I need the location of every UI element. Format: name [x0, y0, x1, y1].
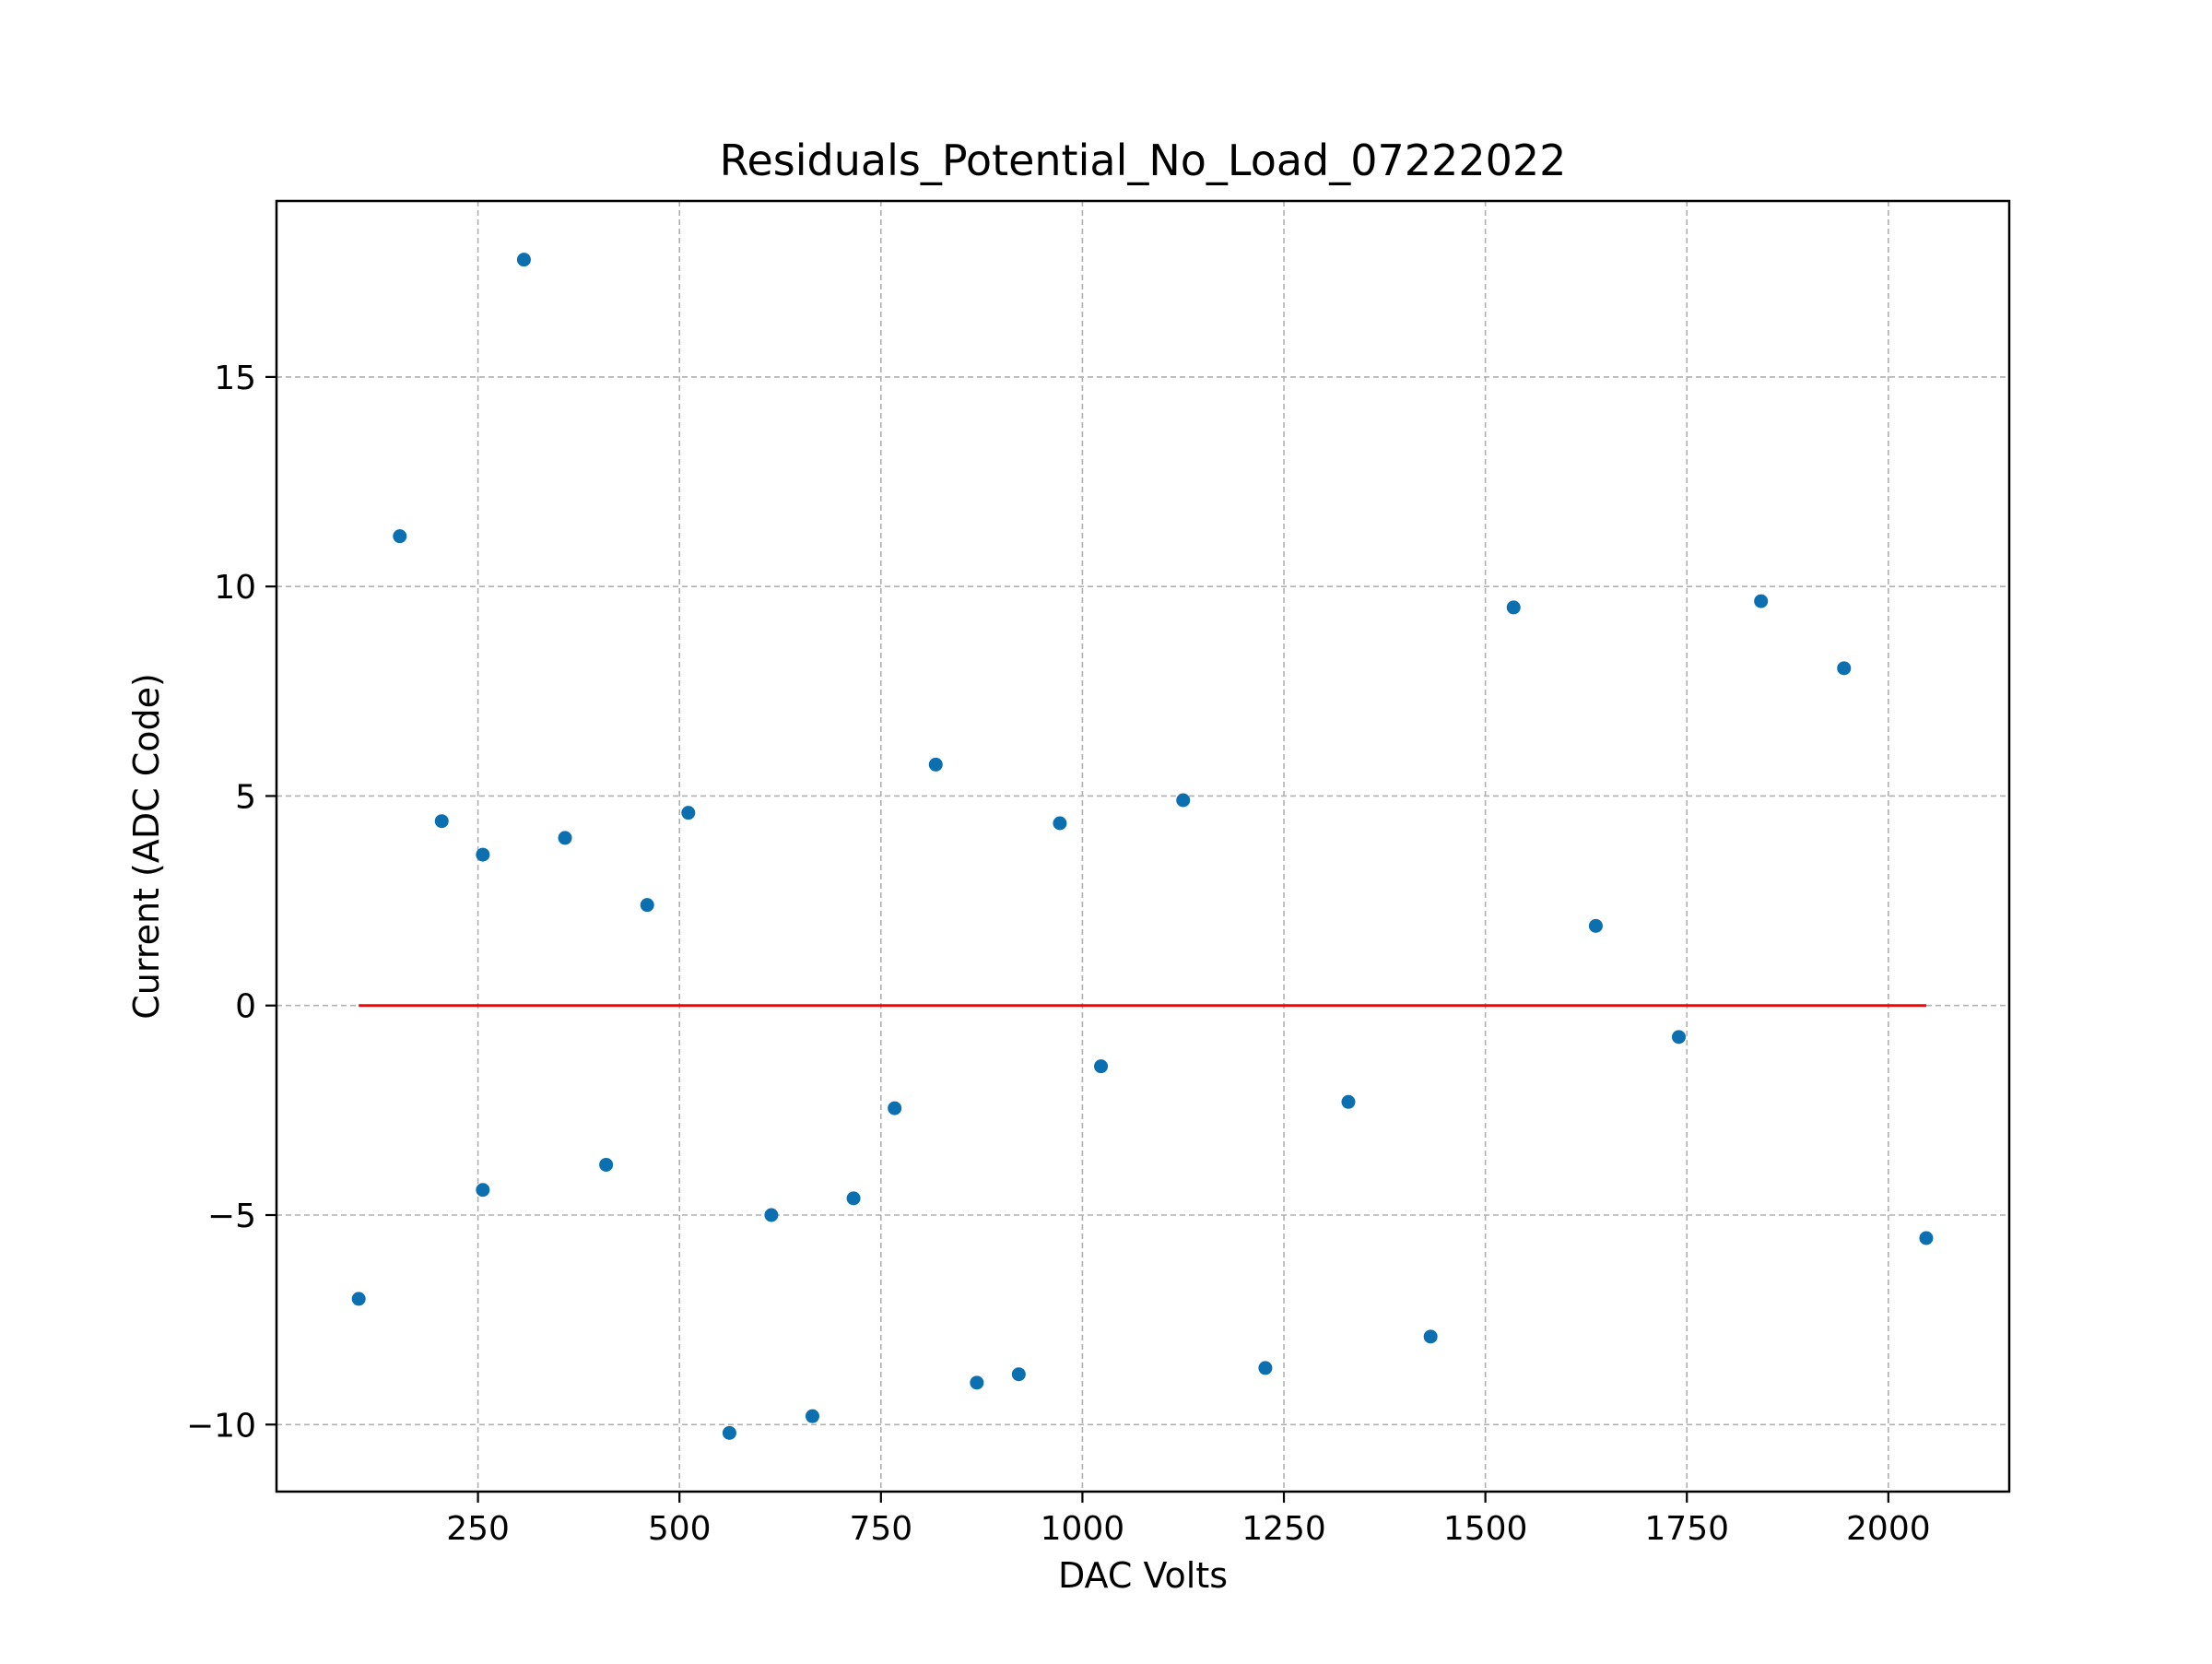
data-point: [351, 1292, 366, 1306]
data-point: [1258, 1361, 1273, 1375]
plot-area-frame: [275, 199, 2011, 1493]
y-tick-label: −5: [207, 1198, 256, 1235]
data-point: [1588, 918, 1603, 933]
x-tick-label: 2000: [1846, 1510, 1931, 1548]
data-point: [1919, 1231, 1934, 1245]
grid-lines: [276, 201, 2009, 1492]
axis-ticks: 250 500 750 1000 1250 1500 1750 2000 −10 −5 0 5 10 15: [186, 360, 1931, 1548]
data-point: [516, 253, 531, 267]
data-point: [805, 1409, 819, 1423]
data-point: [1423, 1329, 1438, 1344]
data-point: [558, 831, 572, 845]
y-tick-label: 5: [235, 778, 256, 816]
data-points: [351, 253, 1934, 1440]
data-point: [1094, 1059, 1109, 1074]
y-tick-label: 15: [214, 360, 256, 397]
data-point: [681, 806, 696, 820]
data-point: [476, 1183, 490, 1198]
data-point: [393, 529, 407, 544]
data-point: [970, 1375, 984, 1390]
data-point: [1053, 816, 1067, 831]
x-axis-label: DAC Volts: [1058, 1555, 1228, 1596]
data-point: [1341, 1094, 1356, 1109]
y-tick-label: 10: [214, 569, 256, 607]
y-tick-label: 0: [235, 988, 256, 1026]
data-point: [846, 1191, 861, 1206]
data-point: [1671, 1030, 1686, 1044]
data-point: [476, 847, 490, 862]
data-point: [1506, 600, 1521, 615]
data-point: [1837, 661, 1852, 676]
data-point: [599, 1157, 614, 1172]
data-point: [1011, 1367, 1026, 1382]
y-tick-label: −10: [186, 1407, 256, 1445]
x-tick-label: 750: [849, 1510, 912, 1548]
x-tick-label: 1000: [1041, 1510, 1125, 1548]
data-point: [1176, 793, 1191, 808]
data-point: [888, 1101, 902, 1115]
x-tick-label: 1750: [1644, 1510, 1729, 1548]
y-axis-label: Current (ADC Code): [126, 673, 167, 1020]
data-point: [434, 814, 449, 829]
data-point: [1754, 594, 1769, 608]
x-tick-label: 1250: [1241, 1510, 1326, 1548]
data-point: [640, 898, 654, 913]
data-point: [722, 1425, 736, 1440]
data-point: [764, 1208, 779, 1222]
chart-title: Residuals_Potential_No_Load_07222022: [720, 136, 1567, 185]
data-point: [928, 757, 943, 772]
x-tick-label: 500: [648, 1510, 712, 1548]
x-tick-label: 1500: [1443, 1510, 1528, 1548]
x-tick-label: 250: [446, 1510, 510, 1548]
